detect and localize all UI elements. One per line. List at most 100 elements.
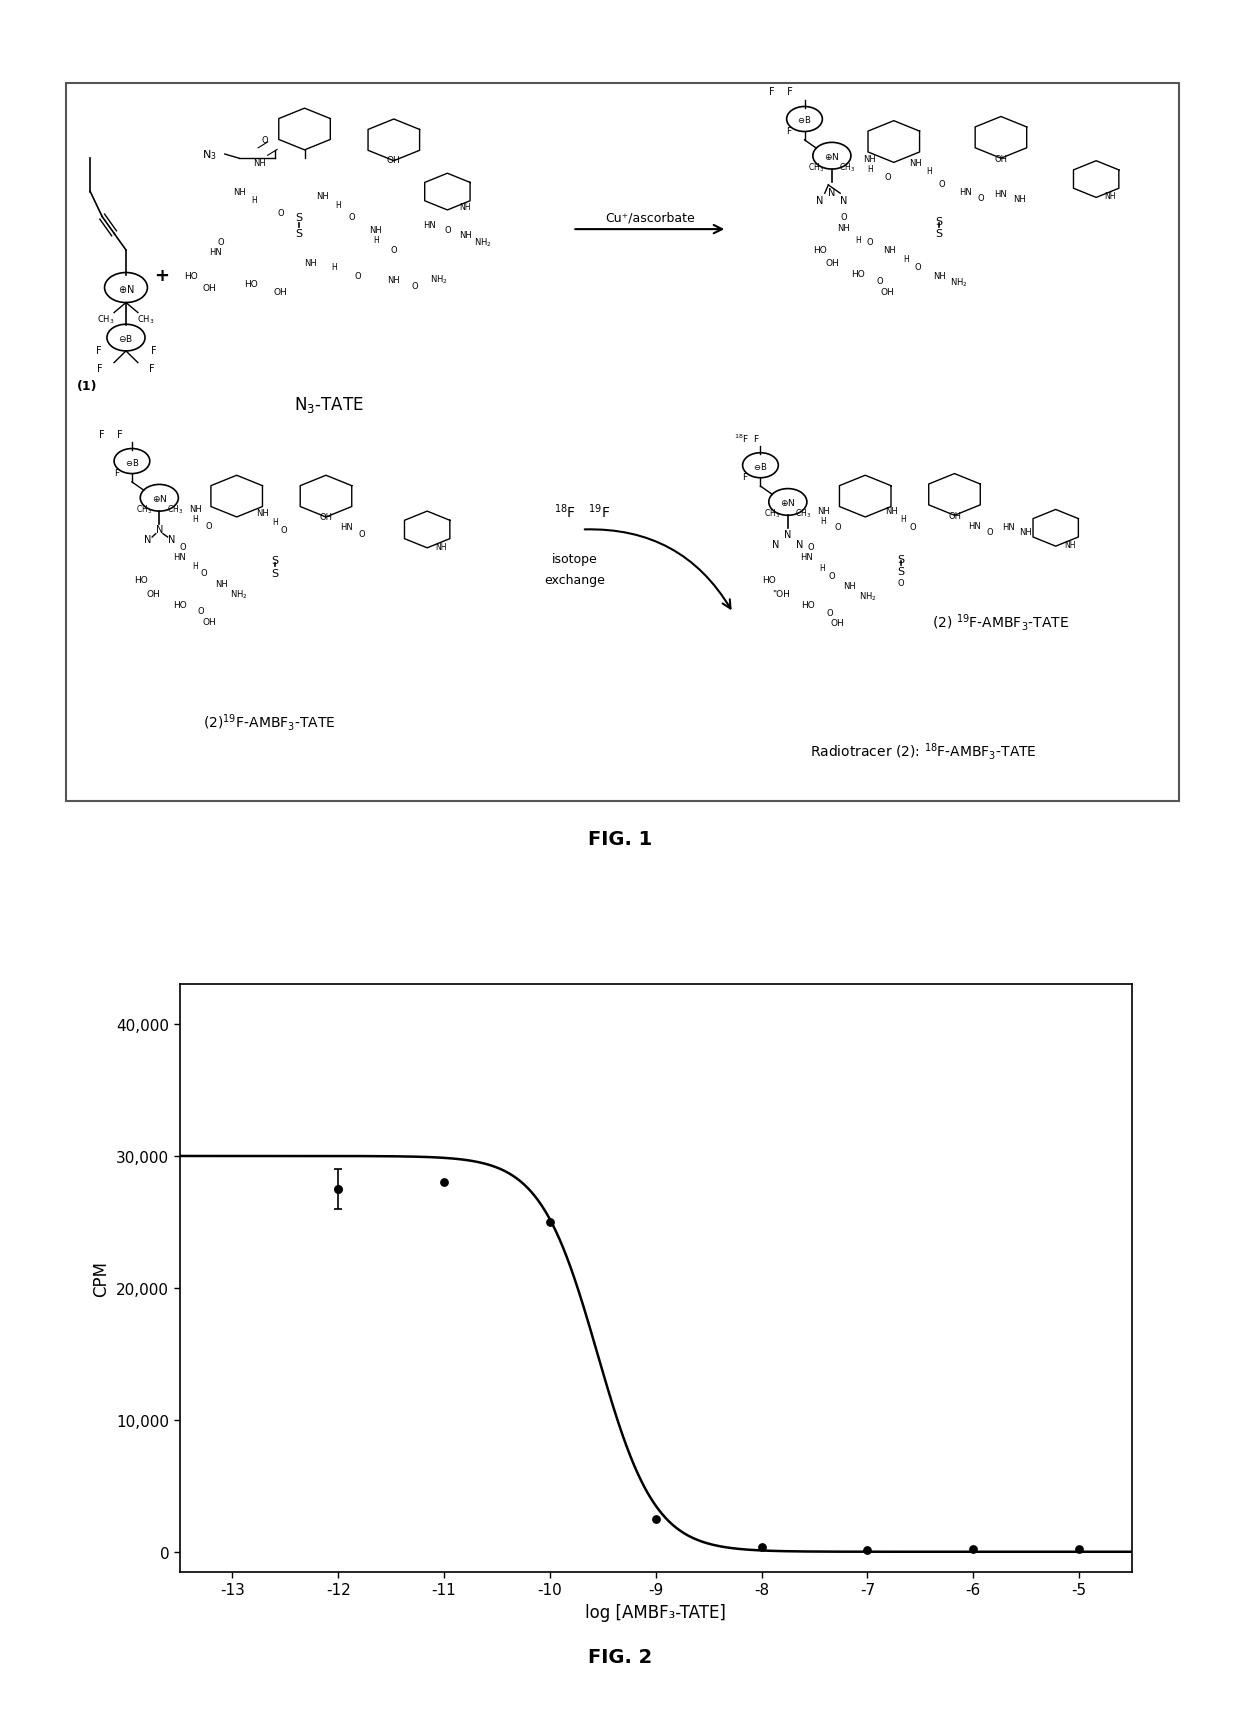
- Text: CH$_3$: CH$_3$: [808, 161, 825, 173]
- Text: H: H: [252, 197, 258, 206]
- Text: O: O: [909, 523, 916, 531]
- Text: (1): (1): [77, 379, 97, 393]
- Text: O: O: [281, 526, 288, 535]
- Text: CH$_3$: CH$_3$: [795, 507, 811, 519]
- Text: NH: NH: [843, 581, 856, 591]
- Text: F: F: [95, 346, 102, 357]
- Text: CH$_3$: CH$_3$: [138, 314, 155, 326]
- Text: OH: OH: [202, 617, 216, 626]
- Text: FIG. 2: FIG. 2: [588, 1647, 652, 1666]
- Text: NH: NH: [909, 159, 921, 168]
- Text: O: O: [278, 209, 284, 218]
- Text: OH: OH: [994, 154, 1007, 163]
- Text: NH: NH: [460, 202, 471, 213]
- Text: O: O: [444, 226, 450, 235]
- Text: N: N: [841, 195, 847, 206]
- Text: N: N: [784, 530, 791, 540]
- Text: O: O: [807, 542, 813, 552]
- Text: H: H: [856, 235, 861, 245]
- Text: N: N: [816, 195, 823, 206]
- Text: "OH: "OH: [771, 590, 790, 598]
- Text: O: O: [218, 238, 224, 247]
- Text: F: F: [150, 346, 156, 357]
- Text: O: O: [828, 571, 836, 581]
- Text: H: H: [821, 516, 826, 526]
- Text: S: S: [295, 213, 303, 223]
- Text: NH: NH: [304, 259, 317, 267]
- Text: OH: OH: [146, 590, 160, 598]
- Text: O: O: [206, 521, 212, 531]
- FancyBboxPatch shape: [67, 84, 1179, 800]
- Text: HO: HO: [244, 279, 258, 288]
- Text: F    F: F F: [99, 428, 123, 439]
- Text: N: N: [773, 540, 780, 548]
- Text: F: F: [149, 365, 155, 374]
- Text: S: S: [935, 230, 942, 240]
- Text: O: O: [391, 247, 397, 255]
- Text: HO: HO: [801, 600, 815, 610]
- Text: HN: HN: [801, 554, 813, 562]
- Text: N: N: [828, 187, 836, 197]
- Text: NH: NH: [883, 247, 895, 255]
- Text: exchange: exchange: [544, 574, 605, 586]
- Text: S: S: [272, 555, 278, 566]
- Text: $\ominus$B: $\ominus$B: [125, 456, 139, 468]
- Text: O: O: [262, 137, 269, 146]
- Text: $\oplus$N: $\oplus$N: [780, 497, 796, 507]
- Text: F: F: [743, 473, 748, 482]
- Text: N$_3$-TATE: N$_3$-TATE: [294, 396, 363, 415]
- Text: $^{18}$F   $^{19}$F: $^{18}$F $^{19}$F: [554, 502, 610, 521]
- Text: NH: NH: [233, 189, 246, 197]
- Text: CH$_3$: CH$_3$: [764, 507, 780, 519]
- Text: NH$_2$: NH$_2$: [430, 274, 448, 286]
- Text: OH: OH: [880, 288, 895, 297]
- Text: O: O: [348, 213, 356, 223]
- Text: N: N: [796, 540, 804, 548]
- Text: O: O: [200, 569, 207, 578]
- Text: NH: NH: [863, 154, 877, 163]
- Text: HN: HN: [423, 221, 436, 230]
- Text: H: H: [900, 514, 906, 524]
- Text: H: H: [335, 201, 341, 209]
- Text: HN: HN: [1002, 523, 1014, 531]
- Text: O: O: [197, 607, 205, 615]
- Text: H: H: [331, 262, 337, 273]
- Text: NH: NH: [817, 506, 830, 516]
- Text: O: O: [884, 173, 892, 182]
- Text: Radiotracer (2): $^{18}$F-AMBF$_3$-TATE: Radiotracer (2): $^{18}$F-AMBF$_3$-TATE: [810, 740, 1037, 761]
- Text: NH: NH: [932, 271, 945, 281]
- Text: NH: NH: [885, 506, 898, 516]
- Text: HN: HN: [994, 190, 1007, 199]
- Text: N: N: [167, 535, 175, 545]
- Text: F: F: [97, 365, 103, 374]
- Text: H: H: [192, 562, 198, 571]
- Text: H: H: [192, 514, 198, 524]
- Text: HO: HO: [185, 271, 198, 281]
- Text: HO: HO: [135, 576, 149, 584]
- Text: NH: NH: [1064, 540, 1076, 550]
- Text: HO: HO: [851, 269, 866, 279]
- Text: N: N: [144, 535, 151, 545]
- Text: NH: NH: [1013, 195, 1027, 204]
- Text: CH$_3$: CH$_3$: [97, 314, 114, 326]
- Text: S: S: [272, 569, 278, 579]
- Text: HN: HN: [340, 523, 352, 531]
- Text: $\oplus$N: $\oplus$N: [825, 151, 839, 163]
- Text: H: H: [272, 518, 278, 526]
- Text: OH: OH: [274, 288, 288, 297]
- Text: NH: NH: [387, 276, 401, 285]
- Text: NH: NH: [188, 506, 201, 514]
- Text: S: S: [935, 216, 942, 226]
- Text: NH$_2$: NH$_2$: [951, 276, 968, 288]
- Text: $^{18}$F  F: $^{18}$F F: [734, 432, 760, 444]
- Text: FIG. 1: FIG. 1: [588, 830, 652, 848]
- Text: N$_3$: N$_3$: [202, 147, 217, 161]
- Text: HN: HN: [174, 554, 186, 562]
- Text: O: O: [826, 608, 833, 617]
- Text: O: O: [914, 262, 921, 273]
- Text: H: H: [820, 564, 826, 572]
- Text: OH: OH: [949, 511, 961, 521]
- Text: H: H: [926, 168, 932, 177]
- Text: S: S: [295, 230, 303, 240]
- Text: H: H: [373, 237, 379, 245]
